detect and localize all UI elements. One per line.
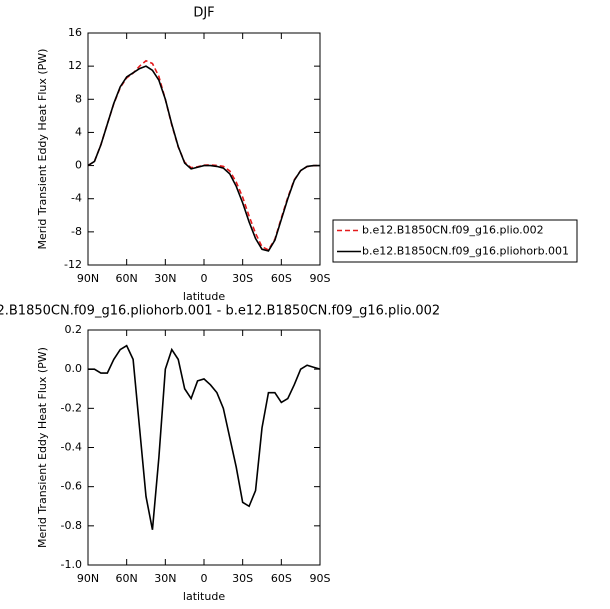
y-tick-label: -12	[64, 258, 82, 271]
y-tick-label: -0.2	[61, 401, 82, 414]
y-tick-label: 0.0	[65, 362, 83, 375]
y-tick-label: 16	[68, 26, 82, 39]
legend-label: b.e12.B1850CN.f09_g16.plio.002	[362, 224, 544, 237]
y-tick-label: -0.6	[61, 480, 82, 493]
y-axis-label: Merid Transient Eddy Heat Flux (PW)	[36, 347, 49, 548]
y-tick-label: -1.0	[61, 558, 82, 571]
x-tick-label: 30N	[154, 272, 176, 285]
x-tick-label: 0	[201, 572, 208, 585]
y-tick-label: -0.4	[61, 441, 82, 454]
x-tick-label: 30S	[232, 572, 253, 585]
x-axis-label: latitude	[183, 590, 225, 603]
x-tick-label: 60N	[116, 272, 138, 285]
data-line	[87, 59, 321, 251]
x-tick-label: 90N	[77, 572, 99, 585]
chart-title: b.e12.B1850CN.f09_g16.pliohorb.001 - b.e…	[0, 304, 440, 319]
y-axis-label: Merid Transient Eddy Heat Flux (PW)	[36, 49, 49, 250]
x-axis-label: latitude	[183, 290, 225, 303]
y-tick-label: 4	[75, 125, 82, 138]
x-tick-label: 60S	[271, 572, 292, 585]
x-tick-label: 90S	[310, 272, 331, 285]
plot-frame	[87, 329, 321, 566]
x-tick-label: 60S	[271, 272, 292, 285]
y-tick-label: 8	[75, 92, 82, 105]
legend-box	[332, 219, 578, 263]
x-tick-label: 90S	[310, 572, 331, 585]
x-tick-label: 60N	[116, 572, 138, 585]
y-tick-label: -4	[71, 192, 82, 205]
y-tick-label: -0.8	[61, 519, 82, 532]
data-line	[88, 344, 321, 530]
x-tick-label: 30S	[232, 272, 253, 285]
y-tick-label: 12	[68, 59, 82, 72]
legend-label: b.e12.B1850CN.f09_g16.pliohorb.001	[362, 245, 569, 258]
data-line	[87, 65, 320, 252]
y-tick-label: -8	[71, 225, 82, 238]
y-tick-label: 0.2	[65, 323, 83, 336]
chart-title: DJF	[193, 6, 214, 21]
plot-frame	[87, 32, 321, 266]
y-tick-label: 0	[75, 159, 82, 172]
x-tick-label: 30N	[154, 572, 176, 585]
x-tick-label: 90N	[77, 272, 99, 285]
x-tick-label: 0	[201, 272, 208, 285]
